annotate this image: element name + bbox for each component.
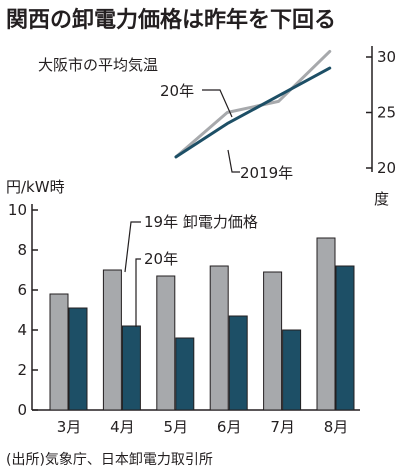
price-bar-20 [68,307,88,411]
price-tick-label: 8 [17,241,27,259]
price-bar-20 [228,315,248,411]
price-x-tick-label: 6月 [217,418,242,436]
temperature-series-labels: 20年 2019年 [160,82,293,182]
series-label-20: 20年 [160,82,194,100]
price-tick-label: 6 [17,281,27,299]
price-bar-19 [102,269,122,411]
series-label-2019: 2019年 [240,164,293,182]
price-x-tick-label: 8月 [324,418,349,436]
price-tick-label: 2 [17,361,27,379]
source-note: (出所)気象庁、日本卸電力取引所 [6,452,213,468]
temperature-line-chart: 大阪市の平均気温 20 25 30 20年 2019年 度 [38,46,396,208]
price-tick-label: 4 [17,321,27,339]
leader-line-20-price [135,258,141,327]
price-series-labels: 19年 卸電力価格 20年 [124,213,258,327]
series-label-20-price: 20年 [144,250,178,268]
price-x-tick-label: 7月 [270,418,295,436]
temperature-tick-label: 30 [377,48,396,66]
leader-line-19-price [124,221,141,273]
temperature-tick-label: 20 [377,159,396,177]
price-x-tick-label: 3月 [57,418,82,436]
price-tick-label: 0 [17,401,27,419]
temperature-line-2019 [174,49,332,159]
price-x-tick-label: 5月 [164,418,189,436]
price-unit-label: 円/kW時 [6,178,65,196]
price-x-labels: 3月 4月 5月 6月 7月 8月 [57,418,349,436]
price-x-tick-label: 4月 [110,418,135,436]
temperature-chart-title: 大阪市の平均気温 [38,56,158,74]
price-bar-19 [156,275,176,411]
price-bar-19 [49,293,69,411]
temperature-axis: 20 25 30 [366,46,396,177]
price-bars [49,237,355,411]
temperature-unit-label: 度 [374,190,389,208]
price-bar-20 [121,325,141,411]
temperature-lines [174,49,332,159]
temperature-tick-label: 25 [377,104,396,122]
temperature-line-20 [174,66,332,159]
price-bar-19 [209,265,229,411]
series-label-19-price: 19年 卸電力価格 [144,213,258,231]
price-bar-20 [335,265,355,411]
leader-line-2019 [227,149,240,173]
price-bar-20 [175,337,195,411]
price-tick-label: 10 [8,201,27,219]
leader-line-20 [202,89,233,118]
price-bar-19 [316,237,336,411]
price-bar-19 [263,271,283,411]
price-bar-20 [282,329,302,411]
price-bar-chart: 円/kW時 0 2 4 6 8 10 3月 4月 5月 6月 7月 8月 19年 卸電力価格 20年 [6,178,360,436]
chart-title: 関西の卸電力価格は昨年を下回る [6,7,336,33]
price-axis: 0 2 4 6 8 10 [8,201,360,419]
